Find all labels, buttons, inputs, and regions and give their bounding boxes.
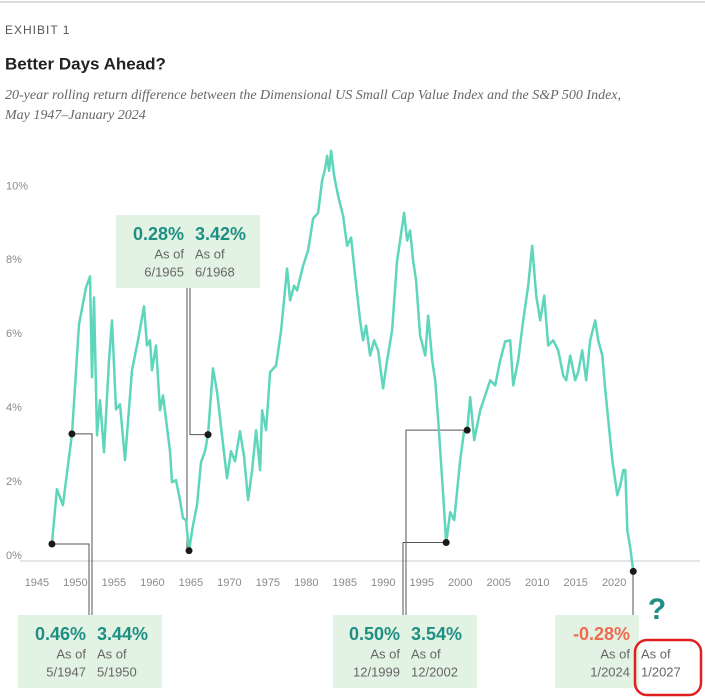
annotation-box: [333, 615, 477, 688]
connector: [189, 288, 209, 436]
y-tick-label: 4%: [6, 402, 22, 414]
annotation-dot: [629, 567, 637, 575]
connector: [186, 288, 190, 552]
annotation-value: -0.28%: [573, 624, 630, 644]
x-tick-label: 1970: [217, 577, 241, 589]
x-tick-label: 1980: [294, 577, 318, 589]
annotation-date: 1/2027: [641, 664, 681, 679]
kicker: EXHIBIT 1: [5, 23, 70, 37]
annotation-date: 12/2002: [411, 664, 458, 679]
subtitle: May 1947–January 2024: [4, 108, 146, 123]
annotation-date: 6/1968: [195, 264, 235, 279]
annotation-value: 3.54%: [411, 624, 462, 644]
annotation-dot: [48, 540, 56, 548]
connector: [405, 429, 468, 615]
annotation-value: 3.42%: [195, 224, 246, 244]
annotation-dot: [463, 426, 471, 434]
annotation-value: 3.44%: [97, 624, 148, 644]
annotation-dot: [68, 430, 76, 438]
x-tick-label: 1945: [25, 577, 49, 589]
x-tick-label: 2020: [602, 577, 626, 589]
x-tick-label: 2005: [486, 577, 510, 589]
annotation-box: [555, 615, 639, 688]
annotation-as-of: As of: [56, 646, 86, 661]
highlight-ring: [633, 638, 703, 697]
x-tick-label: 1975: [256, 577, 280, 589]
x-tick-label: 2000: [448, 577, 472, 589]
annotation-date: 12/1999: [353, 664, 400, 679]
question-mark: ?: [648, 593, 666, 626]
annotation-value: 0.50%: [349, 624, 400, 644]
subtitle: 20-year rolling return difference betwee…: [5, 88, 621, 103]
y-tick-label: 0%: [6, 550, 22, 562]
x-tick-label: 2010: [525, 577, 549, 589]
connector: [71, 433, 93, 615]
connector: [402, 542, 447, 615]
annotation-value: 0.28%: [133, 224, 184, 244]
x-tick-label: 1995: [410, 577, 434, 589]
annotation-as-of: As of: [370, 646, 400, 661]
chart-title: Better Days Ahead?: [5, 54, 166, 73]
annotation-box: [116, 215, 260, 288]
y-tick-label: 10%: [6, 180, 28, 192]
annotation-as-of: As of: [154, 246, 184, 261]
connector: [51, 543, 90, 615]
annotation-box: [18, 615, 162, 688]
annotation-as-of: As of: [195, 246, 225, 261]
series-line: [50, 149, 635, 572]
annotation-date: 6/1965: [144, 264, 184, 279]
x-tick-label: 1965: [179, 577, 203, 589]
y-tick-label: 8%: [6, 254, 22, 266]
y-tick-label: 2%: [6, 476, 22, 488]
annotation-as-of: As of: [97, 646, 127, 661]
annotation-value: 0.46%: [35, 624, 86, 644]
annotation-dot: [204, 431, 212, 439]
x-tick-label: 1950: [63, 577, 87, 589]
annotation-date: 5/1950: [97, 664, 137, 679]
x-tick-label: 1990: [371, 577, 395, 589]
annotation-as-of: As of: [641, 646, 671, 661]
annotation-date: 1/2024: [590, 664, 630, 679]
annotation-dot: [185, 547, 193, 555]
x-tick-label: 1955: [102, 577, 126, 589]
x-tick-label: 2015: [563, 577, 587, 589]
x-tick-label: 1960: [140, 577, 164, 589]
annotation-dot: [442, 539, 450, 547]
y-tick-label: 6%: [6, 328, 22, 340]
x-tick-label: 1985: [333, 577, 357, 589]
annotation-as-of: As of: [411, 646, 441, 661]
annotation-as-of: As of: [600, 646, 630, 661]
annotation-date: 5/1947: [46, 664, 86, 679]
